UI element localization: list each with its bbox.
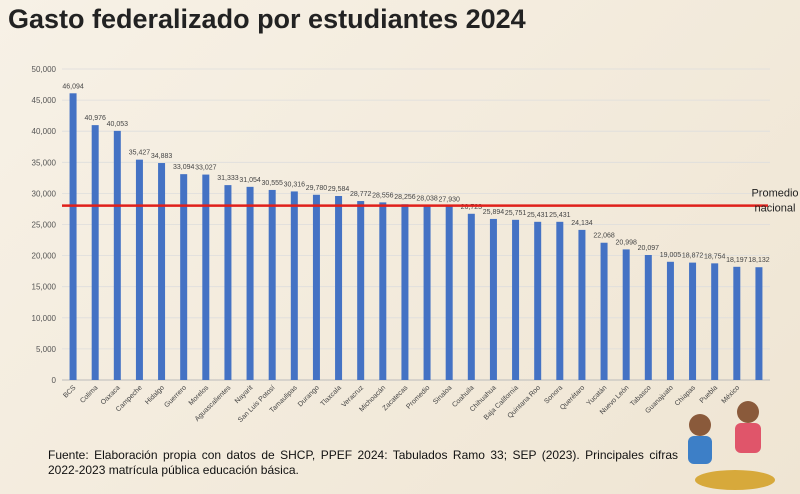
value-label: 30,555 — [261, 180, 283, 187]
bar — [578, 229, 586, 380]
value-label: 18,754 — [704, 253, 726, 260]
bar — [202, 174, 210, 380]
value-label: 28,256 — [394, 194, 416, 201]
bar — [379, 202, 387, 380]
source-note: Fuente: Elaboración propia con datos de … — [48, 448, 678, 477]
value-label: 35,427 — [129, 150, 151, 157]
bar — [290, 191, 298, 380]
value-label: 25,431 — [549, 212, 571, 219]
value-label: 31,054 — [239, 177, 261, 184]
bar — [711, 263, 719, 380]
x-tick-label: Durango — [297, 384, 321, 408]
y-tick-label: 5,000 — [36, 345, 57, 354]
bar — [644, 254, 652, 380]
bar — [467, 213, 475, 380]
value-label: 31,333 — [217, 175, 239, 182]
x-tick-label: Sinaloa — [432, 384, 454, 406]
x-tick-label: Sonora — [543, 384, 564, 405]
value-label: 18,132 — [748, 257, 770, 264]
bar — [135, 159, 143, 380]
value-label: 24,134 — [571, 220, 593, 227]
y-tick-label: 25,000 — [32, 221, 57, 230]
value-label: 29,780 — [306, 185, 328, 192]
x-tick-label: México — [721, 384, 742, 405]
x-tick-label: Chiapas — [674, 384, 697, 407]
value-label: 28,038 — [416, 196, 438, 203]
bar — [445, 206, 453, 380]
value-label: 30,316 — [284, 181, 306, 188]
bar — [69, 93, 77, 380]
bar — [689, 262, 697, 380]
value-label: 22,068 — [593, 233, 615, 240]
bar — [312, 194, 320, 380]
x-tick-label: Oaxaca — [100, 384, 122, 406]
bar — [180, 174, 188, 380]
value-label: 34,883 — [151, 153, 173, 160]
bar — [489, 218, 497, 380]
y-tick-label: 50,000 — [32, 65, 57, 74]
bar — [733, 266, 741, 380]
value-label: 20,998 — [615, 239, 637, 246]
value-label: 18,872 — [682, 253, 704, 260]
value-label: 26,723 — [461, 204, 483, 211]
x-tick-label: BCS — [62, 384, 77, 399]
x-tick-label: Promedio — [405, 384, 431, 410]
bar — [534, 221, 542, 380]
value-label: 29,584 — [328, 186, 350, 193]
bar — [622, 249, 630, 380]
bar — [224, 185, 232, 380]
value-label: 28,556 — [372, 192, 394, 199]
bar — [113, 130, 121, 380]
value-label: 25,894 — [483, 209, 505, 216]
value-label: 25,431 — [527, 212, 549, 219]
x-tick-label: Hidalgo — [144, 384, 166, 406]
y-tick-label: 35,000 — [32, 158, 57, 167]
average-label: Promedio nacional — [751, 188, 798, 215]
bar — [666, 261, 674, 380]
bar — [335, 195, 343, 380]
x-tick-label: Colima — [79, 384, 99, 404]
y-tick-label: 10,000 — [32, 314, 57, 323]
value-label: 28,772 — [350, 191, 372, 198]
value-label: 40,053 — [107, 121, 129, 128]
value-label: 20,097 — [638, 245, 660, 252]
value-label: 33,027 — [195, 165, 217, 172]
bar — [556, 221, 564, 380]
y-tick-label: 45,000 — [32, 96, 57, 105]
bar — [755, 267, 763, 380]
x-tick-label: Tlaxcala — [320, 384, 343, 407]
bar — [423, 205, 431, 380]
illustration — [688, 401, 775, 490]
value-label: 27,930 — [438, 196, 460, 203]
bar — [268, 189, 276, 380]
bar — [246, 186, 254, 380]
chart-title: Gasto federalizado por estudiantes 2024 — [8, 4, 526, 34]
bar — [357, 201, 365, 380]
value-label: 40,976 — [84, 115, 106, 122]
value-label: 25,751 — [505, 210, 527, 217]
y-tick-label: 40,000 — [32, 127, 57, 136]
value-label: 18,197 — [726, 257, 748, 264]
value-label: 33,094 — [173, 164, 195, 171]
bar — [600, 242, 608, 380]
bar — [91, 125, 99, 381]
y-tick-label: 20,000 — [32, 252, 57, 261]
x-tick-label: Guerrero — [163, 384, 188, 409]
bar — [401, 204, 409, 380]
y-tick-label: 15,000 — [32, 283, 57, 292]
source-box: Fuente: Elaboración propia con datos de … — [48, 448, 678, 477]
value-label: 19,005 — [660, 252, 682, 259]
value-label: 46,094 — [62, 83, 84, 90]
x-tick-label: Puebla — [699, 384, 719, 404]
x-tick-label: Nayarit — [234, 384, 255, 405]
y-tick-label: 30,000 — [32, 189, 57, 198]
bar — [512, 219, 520, 380]
bar — [158, 163, 166, 380]
y-tick-label: 0 — [52, 376, 57, 385]
